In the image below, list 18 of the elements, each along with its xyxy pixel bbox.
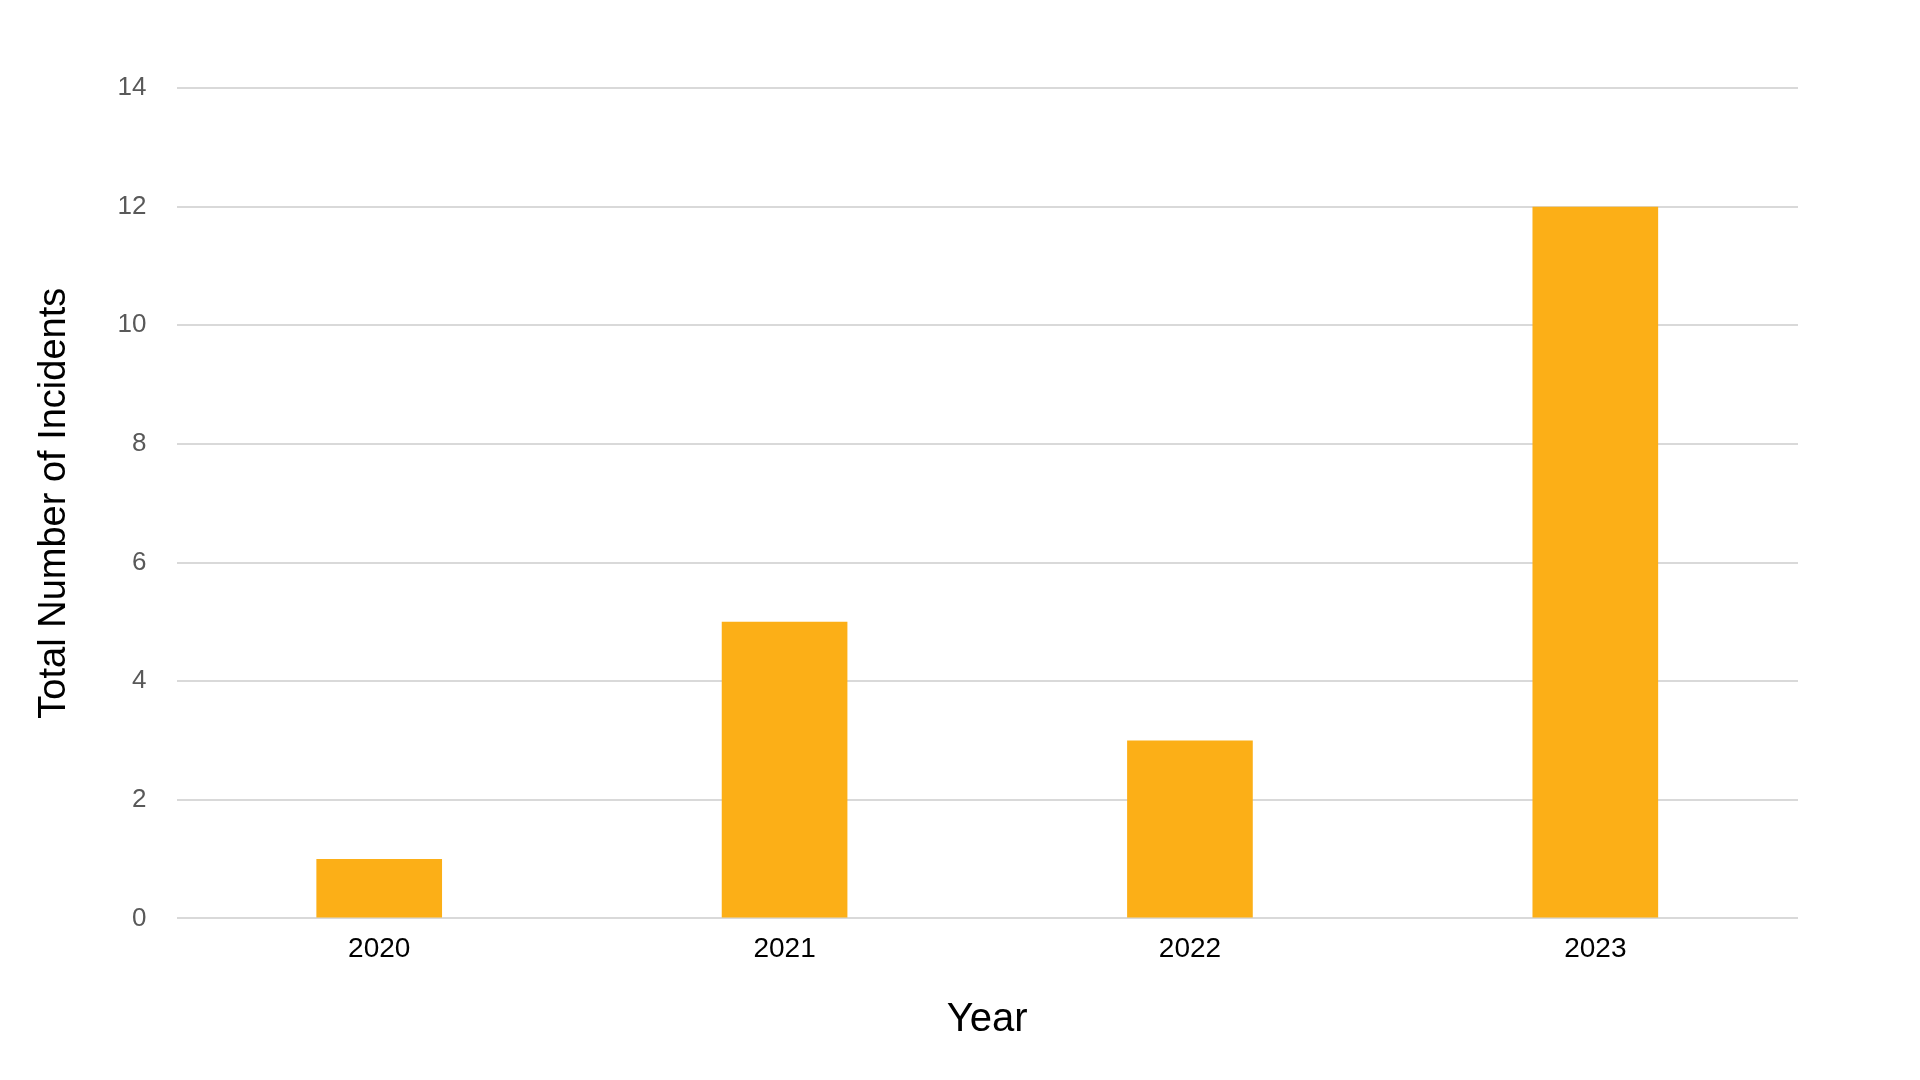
x-axis-title: Year [946, 995, 1028, 1040]
y-tick-label: 4 [132, 664, 147, 695]
y-axis-title: Total Number of Incidents [31, 287, 74, 719]
y-tick-label: 12 [117, 189, 147, 220]
y-tick-label: 2 [132, 782, 147, 813]
x-tick-label: 2021 [753, 931, 816, 963]
y-tick-label: 6 [132, 545, 147, 576]
y-tick-label: 14 [117, 71, 147, 102]
bar [721, 621, 848, 918]
y-tick-label: 0 [132, 901, 147, 932]
bar [1532, 206, 1659, 918]
x-tick-label: 2023 [1564, 931, 1627, 963]
x-tick-label: 2020 [348, 931, 411, 963]
x-tick-label: 2022 [1158, 931, 1222, 963]
bar [1127, 740, 1253, 918]
y-tick-label: 10 [117, 308, 147, 339]
bar [316, 859, 443, 918]
y-tick-label: 8 [132, 427, 147, 458]
